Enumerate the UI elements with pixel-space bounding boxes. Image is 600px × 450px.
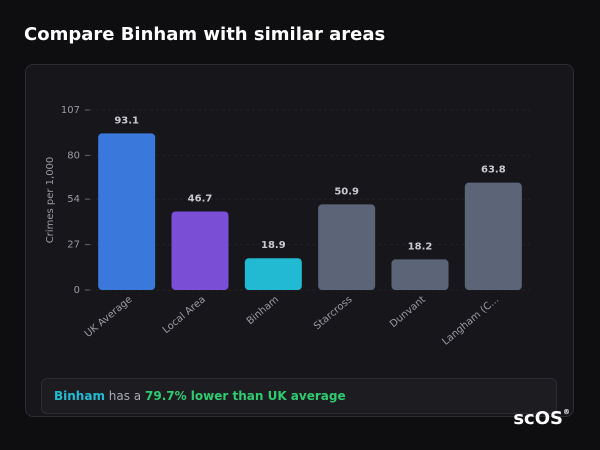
y-tick-label: 27 — [67, 240, 80, 251]
x-tick-label: Starcross — [312, 294, 354, 332]
bar — [98, 133, 156, 290]
summary-area: Binham — [54, 389, 105, 403]
logo-mark: ® — [563, 408, 570, 416]
value-label: 46.7 — [188, 193, 213, 204]
y-axis-label: Crimes per 1,000 — [45, 157, 56, 244]
y-tick-label: 0 — [74, 285, 80, 296]
y-tick-label: 107 — [61, 105, 80, 116]
y-tick-label: 54 — [67, 194, 80, 205]
bar — [171, 211, 229, 290]
x-tick-label: Langham (C... — [440, 294, 501, 348]
x-tick-label: UK Average — [83, 294, 135, 340]
bar — [391, 259, 449, 290]
x-tick-label: Local Area — [161, 294, 208, 336]
x-tick-label: Dunvant — [388, 294, 428, 330]
summary-highlight: 79.7% lower than UK average — [145, 389, 346, 403]
page-title: Compare Binham with similar areas — [24, 24, 386, 45]
value-label: 93.1 — [114, 115, 139, 126]
summary-text: has a — [108, 389, 142, 403]
value-label: 63.8 — [481, 165, 506, 176]
logo-text: scOS — [513, 408, 563, 429]
value-label: 50.9 — [334, 186, 359, 197]
bar — [464, 182, 522, 290]
value-label: 18.2 — [408, 241, 433, 252]
logo: scOS® — [513, 408, 570, 429]
bar — [244, 258, 302, 290]
bar — [318, 204, 376, 290]
value-label: 18.9 — [261, 240, 286, 251]
summary: Binham has a 79.7% lower than UK average — [41, 378, 557, 414]
x-tick-label: Binham — [245, 294, 281, 327]
y-tick-label: 80 — [67, 150, 80, 161]
